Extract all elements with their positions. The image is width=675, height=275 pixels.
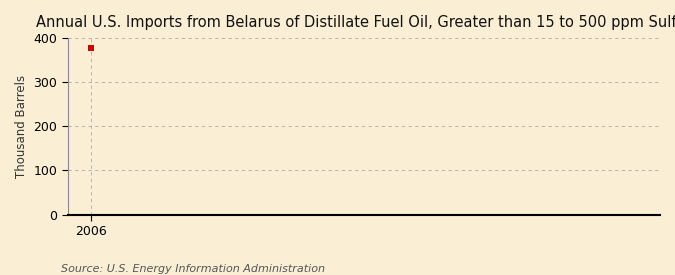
Title: Annual U.S. Imports from Belarus of Distillate Fuel Oil, Greater than 15 to 500 : Annual U.S. Imports from Belarus of Dist… bbox=[36, 15, 675, 30]
Text: Source: U.S. Energy Information Administration: Source: U.S. Energy Information Administ… bbox=[61, 264, 325, 274]
Y-axis label: Thousand Barrels: Thousand Barrels bbox=[15, 75, 28, 178]
